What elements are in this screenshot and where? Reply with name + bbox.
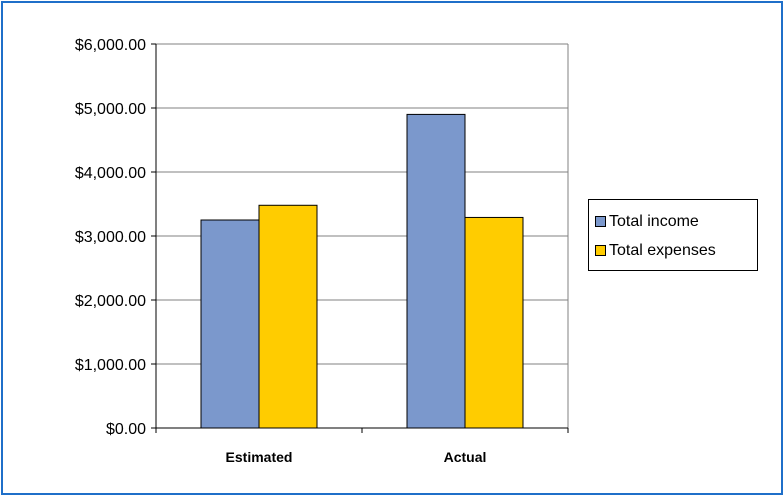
legend-label-income: Total income (609, 212, 699, 230)
bar-expenses-estimated (258, 204, 318, 429)
y-tick-label: $3,000.00 (75, 229, 146, 246)
bar-income-estimated (200, 219, 260, 429)
legend-item-expenses: Total expenses (595, 236, 757, 265)
bar-expenses-actual (464, 216, 524, 429)
legend-label-expenses: Total expenses (609, 241, 716, 259)
legend-item-income: Total income (595, 207, 757, 236)
y-tick-label: $2,000.00 (75, 293, 146, 310)
y-tick-label: $0.00 (106, 421, 146, 438)
legend-swatch-income (595, 216, 606, 227)
y-tick-label: $5,000.00 (75, 101, 146, 118)
y-tick-label: $4,000.00 (75, 165, 146, 182)
bar-income-actual (406, 113, 466, 429)
x-category-label: Estimated (226, 449, 293, 465)
y-tick-label: $6,000.00 (75, 37, 146, 54)
legend-swatch-expenses (595, 245, 606, 256)
legend: Total income Total expenses (588, 199, 758, 271)
x-category-label: Actual (444, 449, 487, 465)
y-tick-label: $1,000.00 (75, 357, 146, 374)
